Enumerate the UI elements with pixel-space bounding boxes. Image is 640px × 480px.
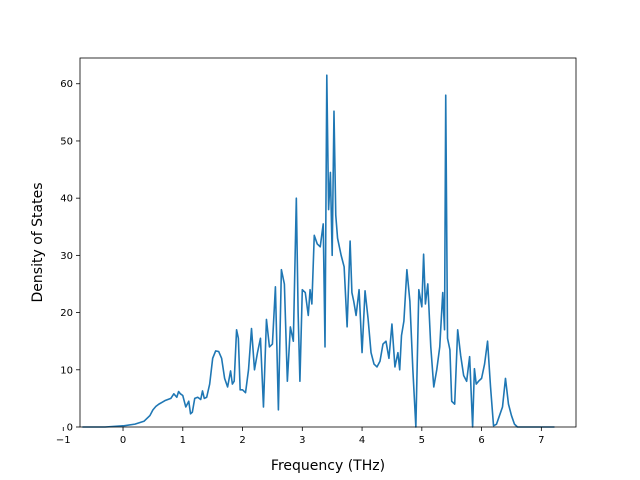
y-tick-label: 30 [60, 251, 73, 262]
y-tick-label: 50 [60, 136, 73, 147]
x-tick-label: −1 [56, 435, 71, 446]
plot-area [79, 57, 577, 428]
y-tick-label: 0 [67, 423, 73, 434]
x-tick-label: 0 [120, 435, 126, 446]
y-tick-label: 60 [60, 79, 73, 90]
x-tick-label: 7 [538, 435, 544, 446]
x-tick-label: 5 [419, 435, 425, 446]
x-tick-label: 4 [359, 435, 365, 446]
y-axis: 0 10 20 30 40 50 60 [60, 79, 80, 434]
x-tick-label: 6 [478, 435, 484, 446]
x-axis: −1 0 1 2 3 4 5 6 7 [56, 427, 545, 446]
x-axis-label: Frequency (THz) [271, 458, 385, 474]
x-tick-label: 1 [180, 435, 186, 446]
y-tick-label: 20 [60, 308, 73, 319]
x-tick-label: 3 [299, 435, 305, 446]
axes-frame [79, 57, 577, 428]
y-axis-label: Density of States [30, 183, 46, 303]
dos-line [82, 74, 555, 428]
y-tick-label: 10 [60, 365, 73, 376]
x-tick-label: 2 [239, 435, 245, 446]
y-tick-label: 40 [60, 194, 73, 205]
